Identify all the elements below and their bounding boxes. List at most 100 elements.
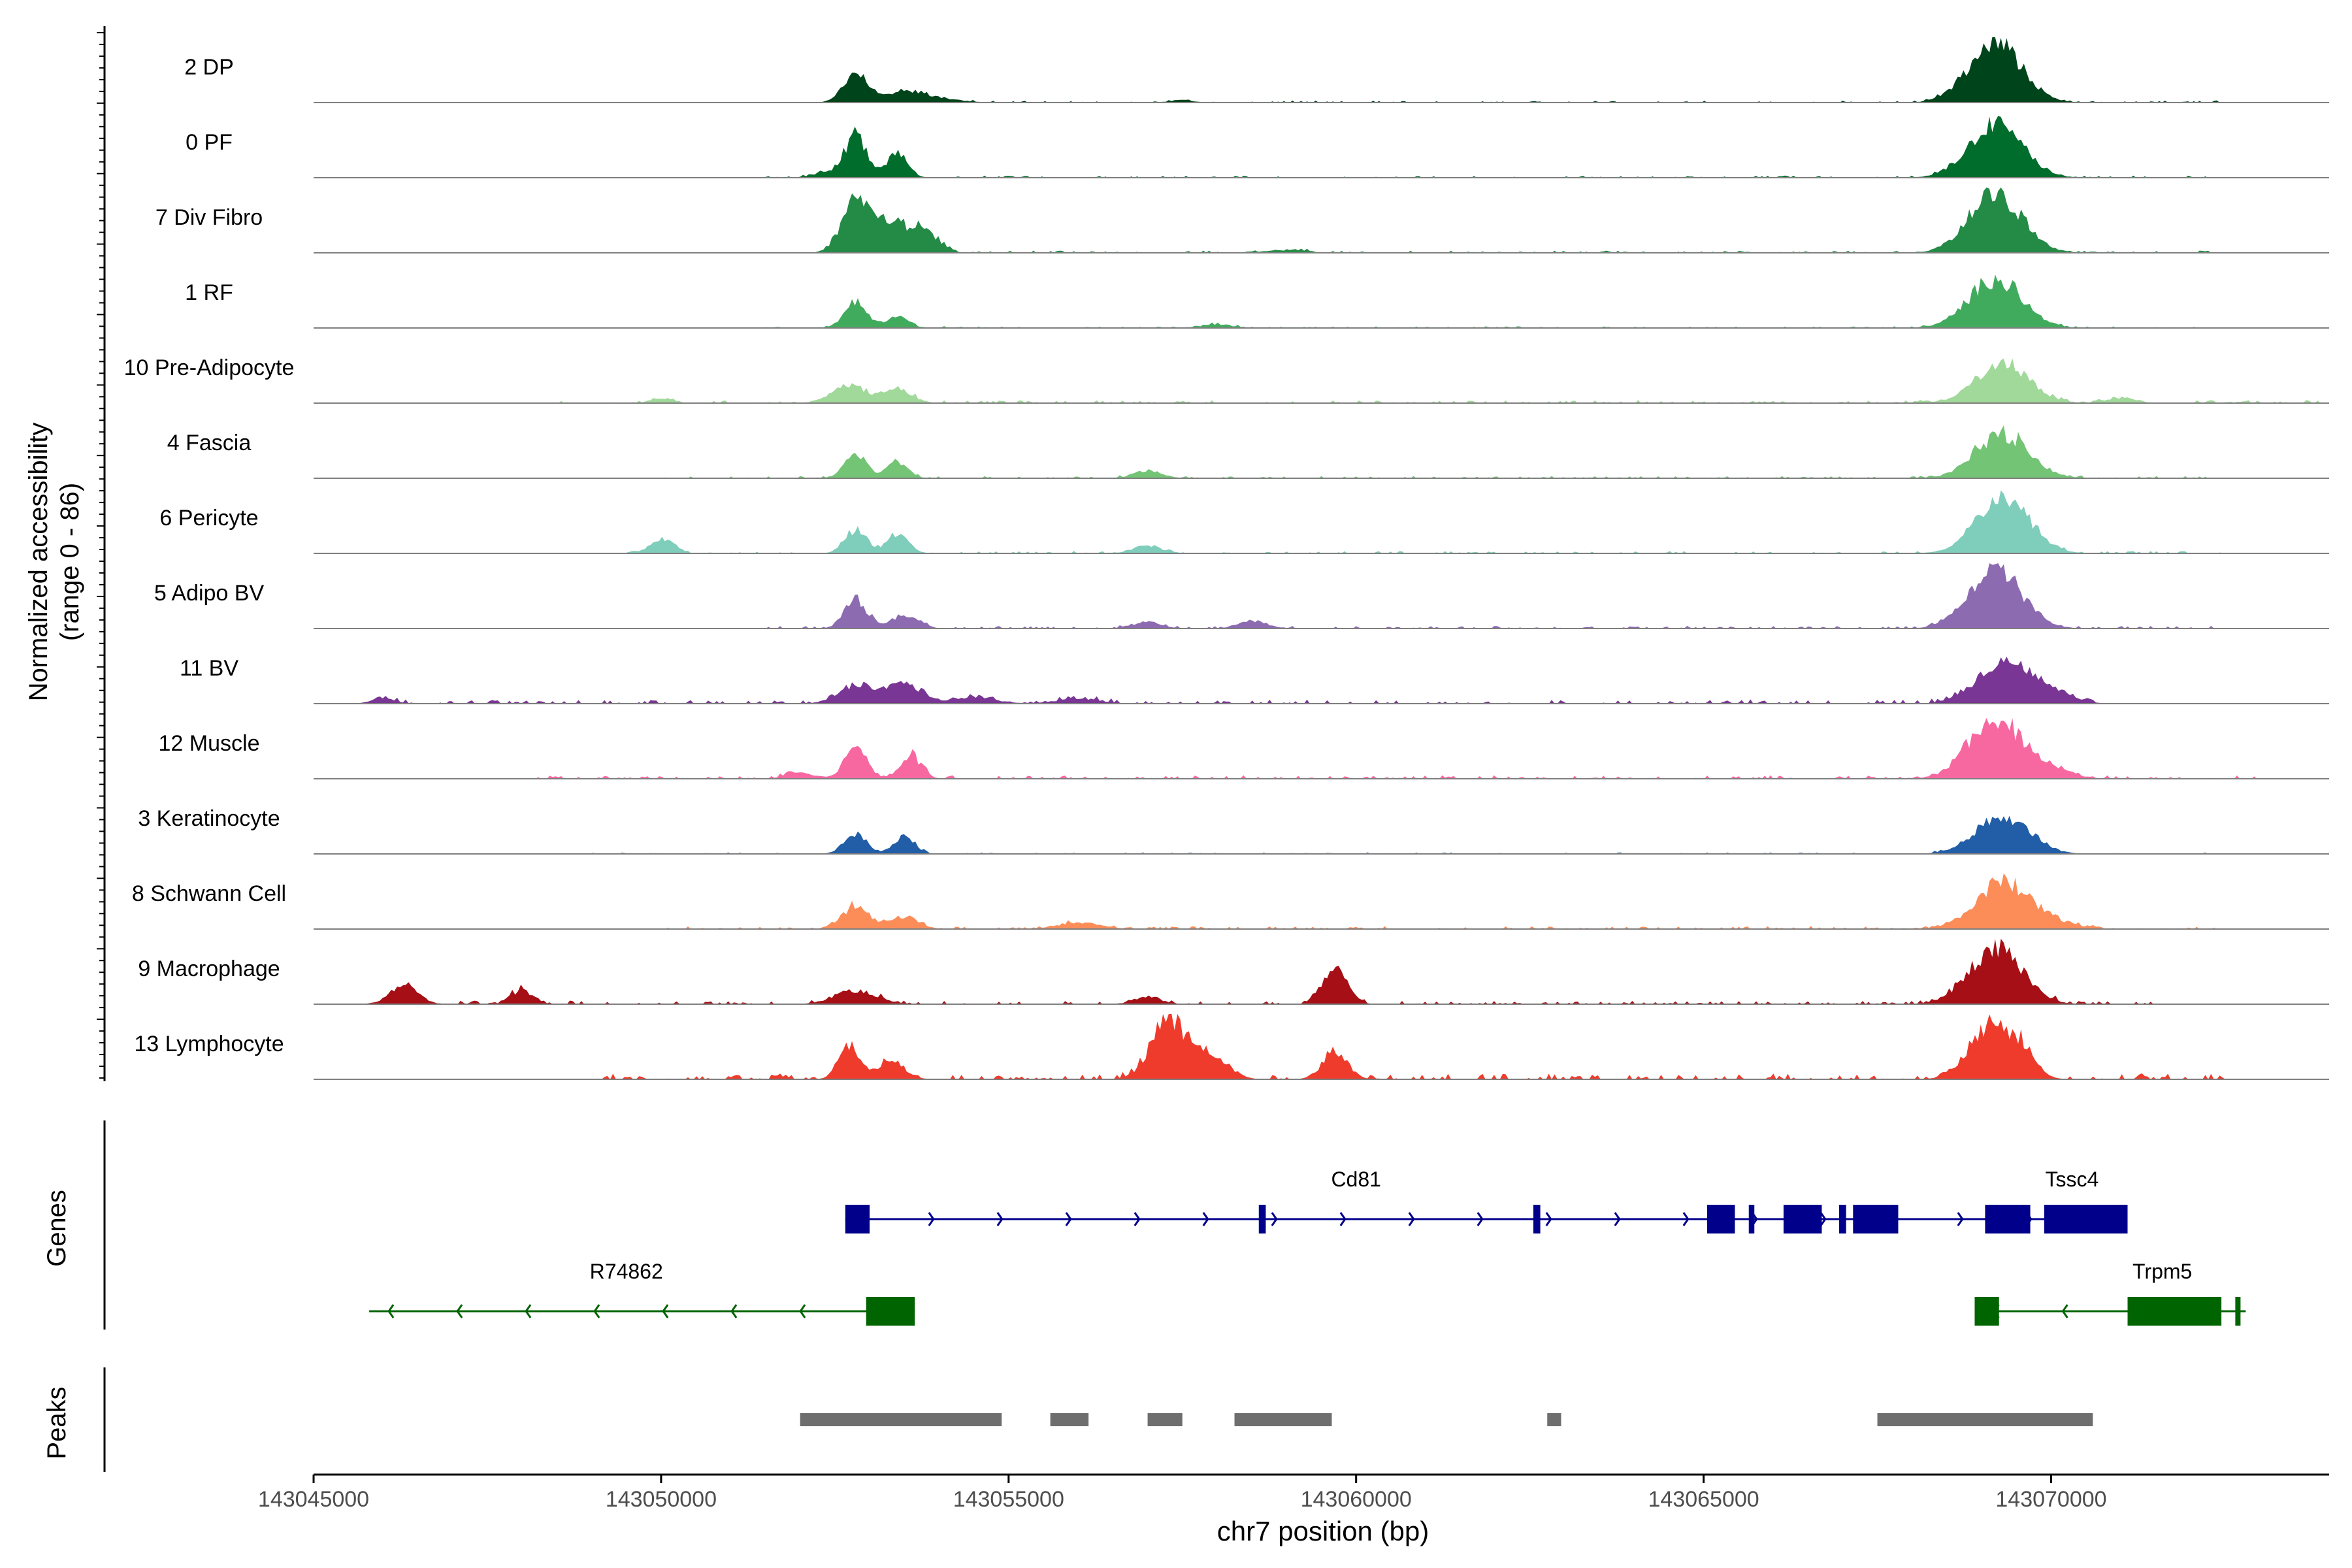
coverage-area [314,37,2329,103]
coverage-area [314,490,2329,553]
track-label: 5 Adipo BV [154,581,265,606]
coverage-area [314,563,2329,629]
coverage-area [314,1014,2329,1079]
strand-arrow [1202,1212,1209,1226]
exon [1748,1205,1755,1233]
strand-arrow [928,1212,935,1226]
x-tick-label: 143065000 [1648,1487,1759,1512]
gene-label: Trpm5 [2132,1260,2192,1283]
gene-trpm5: Trpm5 [1974,1260,2246,1326]
track-label: 13 Lymphocyte [134,1032,284,1056]
coverage-area [314,815,2329,854]
strand-arrow [730,1304,738,1318]
strand-arrow [456,1304,463,1318]
exon [1985,1205,2031,1233]
strand-arrow [1339,1212,1347,1226]
track-13-lymphocyte: 13 Lymphocyte [134,1014,2329,1080]
coverage-tracks: 2 DP 0 PF 7 Div Fibro 1 RF 10 Pre-Adipocyte 4… [124,37,2329,1080]
track-label: 4 Fascia [167,431,252,455]
peak-region [1547,1413,1561,1426]
track-7-div-fibro: 7 Div Fibro [155,188,2329,253]
track-label: 0 PF [186,130,233,155]
gene-cd81: Cd81 [845,1168,2128,1233]
exon [2044,1205,2128,1233]
peaks-track-label: Peaks [42,1386,71,1459]
track-2-dp: 2 DP [184,37,2329,103]
genes-panel: Cd81 Tssc4 R74862 Trpm5 [103,1120,2246,1330]
track-3-keratinocyte: 3 Keratinocyte [138,806,2329,855]
track-4-fascia: 4 Fascia [167,425,2329,479]
strand-arrow [1408,1212,1415,1226]
strand-arrow [1957,1212,1964,1226]
track-label: 3 Keratinocyte [138,806,280,831]
genes-track-label: Genes [42,1190,71,1267]
track-label: 6 Pericyte [159,506,258,531]
exon [1258,1205,1266,1233]
coverage-area [314,274,2329,328]
exon [1707,1205,1735,1233]
coverage-area [314,657,2329,704]
exon [1974,1297,1999,1326]
track-label: 10 Pre-Adipocyte [124,355,295,380]
track-8-schwann-cell: 8 Schwann Cell [132,873,2329,930]
strand-arrow [1065,1212,1072,1226]
x-tick-label: 143045000 [258,1487,369,1512]
x-tick-label: 143050000 [606,1487,717,1512]
peak-region [1147,1413,1183,1426]
track-label: 1 RF [185,280,233,305]
gene-tssc4: Tssc4 [1985,1168,2128,1233]
strand-arrow [662,1304,669,1318]
track-label: 11 BV [180,656,238,681]
gene-r74862: R74862 [369,1260,915,1326]
coverage-area [314,873,2329,929]
track-9-macrophage: 9 Macrophage [138,939,2329,1005]
strand-arrow [525,1304,532,1318]
y-axis-label: Normalized accessibility [24,423,53,702]
exon [845,1205,870,1233]
track-label: 12 Muscle [159,731,260,756]
exon [866,1297,915,1326]
x-tick-label: 143055000 [953,1487,1064,1512]
track-6-pericyte: 6 Pericyte [159,490,2329,554]
peak-region [1050,1413,1089,1426]
x-axis-label: chr7 position (bp) [1217,1516,1429,1546]
coverage-area [314,358,2329,403]
strand-arrow [2061,1304,2068,1318]
strand-arrow [1820,1212,1827,1226]
coverage-area [314,939,2329,1004]
peaks-panel [103,1367,2093,1472]
strand-arrow [593,1304,600,1318]
strand-arrow [387,1304,395,1318]
strand-arrow [1545,1212,1552,1226]
strand-arrow [1614,1212,1621,1226]
strand-arrow [1271,1212,1278,1226]
exon [1853,1205,1899,1233]
peak-region [1877,1413,2093,1426]
track-label: 2 DP [184,55,234,80]
exon [2235,1297,2241,1326]
coverage-area [314,718,2329,779]
strand-arrow [799,1304,806,1318]
x-tick-label: 143070000 [1995,1487,2106,1512]
track-1-rf: 1 RF [185,274,2329,329]
exon [1839,1205,1846,1233]
strand-arrow [1477,1212,1484,1226]
track-label: 7 Div Fibro [155,205,263,230]
coverage-area [314,425,2329,478]
track-label: 8 Schwann Cell [132,881,286,906]
peak-region [800,1413,1002,1426]
track-5-adipo-bv: 5 Adipo BV [154,563,2329,629]
y-axis-ticks [97,26,106,1081]
coverage-area [314,116,2329,178]
track-11-bv: 11 BV [180,656,2329,704]
x-axis: 143045000 143050000 143055000 143060000 1430… [258,1473,2329,1512]
strand-arrow [1682,1212,1690,1226]
track-10-pre-adipocyte: 10 Pre-Adipocyte [124,355,2329,404]
y-axis-label-range: (range 0 - 86) [56,483,84,641]
track-0-pf: 0 PF [186,116,2329,178]
coverage-area [314,188,2329,253]
x-tick-label: 143060000 [1301,1487,1412,1512]
exon [1533,1205,1541,1233]
gene-label: Cd81 [1331,1168,1381,1191]
